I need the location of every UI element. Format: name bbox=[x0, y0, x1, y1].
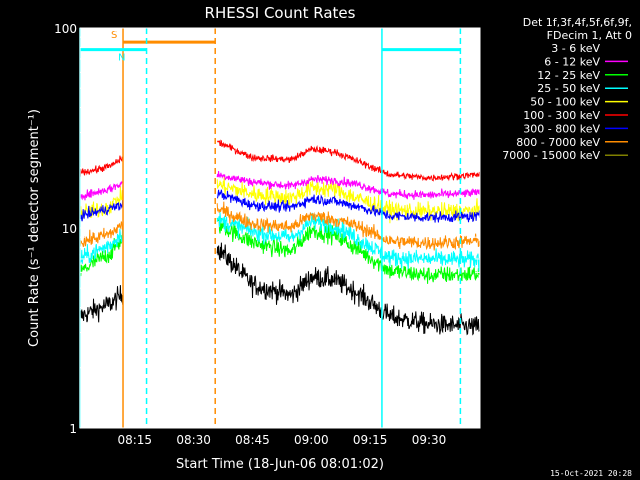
y-tick-label: 100 bbox=[54, 22, 77, 36]
legend-item-label: 6 - 12 keV bbox=[544, 55, 600, 68]
y-tick-label: 1 bbox=[69, 422, 77, 436]
series-trace bbox=[79, 226, 124, 264]
chart-title: RHESSI Count Rates bbox=[205, 4, 356, 22]
legend-item-label: 300 - 800 keV bbox=[523, 122, 600, 135]
x-tick-label: 09:00 bbox=[294, 433, 329, 447]
series-trace bbox=[216, 171, 481, 200]
series-trace bbox=[216, 217, 480, 284]
legend-item-label: 12 - 25 keV bbox=[537, 69, 600, 82]
x-tick-label: 09:30 bbox=[412, 433, 447, 447]
legend-item-label: 3 - 6 keV bbox=[551, 42, 600, 55]
series-trace bbox=[79, 180, 124, 201]
flag-label: N bbox=[118, 53, 125, 64]
series-trace bbox=[217, 139, 481, 182]
plot-timestamp: 15-Oct-2021 20:28 bbox=[550, 469, 632, 478]
legend-item-label: 100 - 300 keV bbox=[523, 109, 600, 122]
x-tick-label: 09:15 bbox=[353, 433, 388, 447]
series-trace bbox=[216, 176, 481, 224]
x-tick-label: 08:30 bbox=[176, 433, 211, 447]
series-trace bbox=[79, 285, 124, 323]
annotations: SN bbox=[79, 28, 462, 428]
legend-item-label: 7000 - 15000 keV bbox=[502, 149, 600, 162]
y-tick-label: 10 bbox=[62, 222, 77, 236]
legend-item-label: 800 - 7000 keV bbox=[516, 136, 600, 149]
x-axis-label: Start Time (18-Jun-06 08:01:02) bbox=[176, 457, 384, 472]
legend-item-label: 50 - 100 keV bbox=[530, 96, 600, 109]
series-trace bbox=[216, 242, 480, 336]
series-trace bbox=[79, 220, 124, 248]
legend: Det 1f,3f,4f,5f,6f,9f, FDecim 1, Att 0 3… bbox=[502, 16, 632, 162]
x-tick-label: 08:45 bbox=[235, 433, 270, 447]
flag-label: S bbox=[111, 30, 117, 41]
data-traces bbox=[79, 139, 481, 336]
series-trace bbox=[216, 201, 481, 251]
series-trace bbox=[79, 155, 124, 177]
x-tick-label: 08:15 bbox=[117, 433, 152, 447]
series-trace bbox=[79, 199, 124, 222]
axes: 08:15 08:30 08:45 09:00 09:15 09:30 1 10 100 bbox=[54, 22, 480, 447]
y-axis-label: Count Rate (s⁻¹ detector segment⁻¹) bbox=[27, 109, 42, 347]
legend-header-line-1: Det 1f,3f,4f,5f,6f,9f, bbox=[523, 16, 632, 29]
legend-item-label: 25 - 50 keV bbox=[537, 82, 600, 95]
legend-header-line-2: FDecim 1, Att 0 bbox=[547, 29, 632, 42]
series-trace bbox=[216, 189, 481, 223]
series-trace bbox=[79, 235, 124, 277]
